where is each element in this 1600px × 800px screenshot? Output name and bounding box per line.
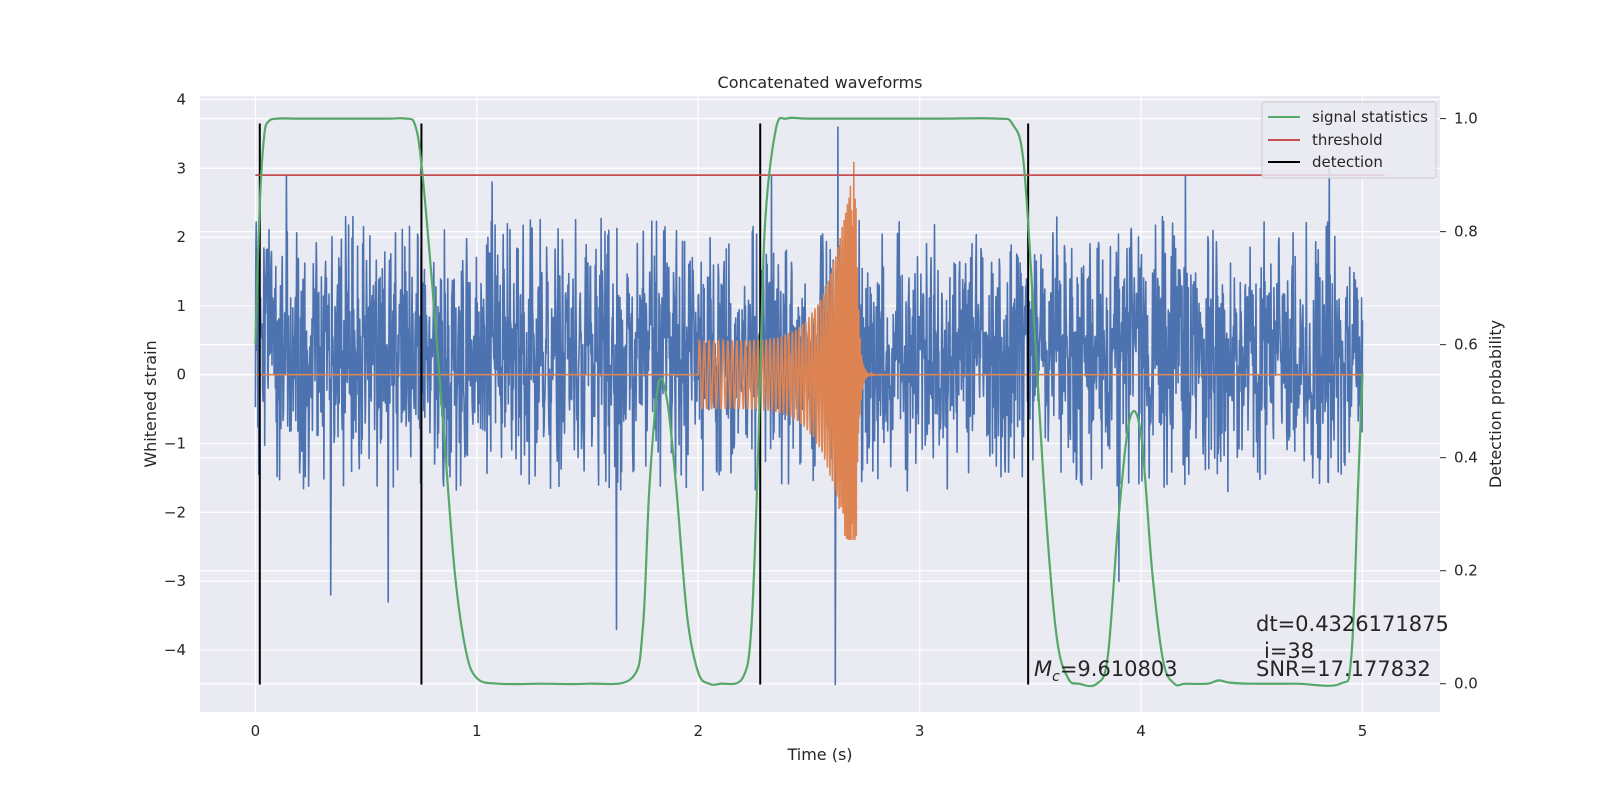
x-tick-label: 1 [472, 722, 482, 740]
x-tick-label: 2 [693, 722, 703, 740]
legend-box [1261, 101, 1437, 179]
x-tick-label: 5 [1358, 722, 1368, 740]
y-left-tick-label: 2 [176, 228, 186, 246]
annotations: Mc=9.610803 dt=0.4326171875 i=38 SNR=17.… [1034, 612, 1449, 685]
index-annotation: i=38 [1264, 639, 1314, 663]
chirp-mass-annotation: Mc=9.610803 [1034, 657, 1178, 685]
dt-annotation: dt=0.4326171875 [1256, 612, 1449, 636]
legend-label-signal: signal statistics [1312, 108, 1428, 126]
y-left-tick-label: 1 [176, 297, 186, 315]
chirp-mass-symbol: M [1034, 657, 1052, 681]
x-tick-label: 0 [251, 722, 261, 740]
x-axis-label: Time (s) [786, 745, 852, 764]
y-left-tick-label: 3 [176, 159, 186, 177]
signal-statistics-series [254, 116, 1385, 688]
y-left-tick-label: −1 [164, 435, 186, 453]
y-left-tick-label: −4 [164, 641, 186, 659]
y-axis-label-left: Whitened strain [141, 340, 160, 467]
chirp-mass-value: =9.610803 [1060, 657, 1178, 681]
axis-ticks: 0 1 2 3 4 5 4 3 2 1 0 −1 −2 −3 −4 1.0 0.8 0.6 0.4 0.2 0.0 [164, 90, 1478, 740]
legend: signal statistics threshold detection [1261, 101, 1437, 179]
y-left-tick-label: −3 [164, 572, 186, 590]
chirp-mass-subscript: c [1052, 669, 1060, 685]
legend-label-threshold: threshold [1312, 131, 1383, 149]
y-right-tick-label: 0.6 [1454, 336, 1478, 354]
y-right-tick-label: 0.0 [1454, 675, 1478, 693]
chart-title: Concatenated waveforms [718, 73, 923, 92]
x-tick-label: 3 [915, 722, 925, 740]
signal-statistics-line [254, 116, 1364, 688]
x-tick-label: 4 [1136, 722, 1146, 740]
y-right-tick-label: 0.8 [1454, 223, 1478, 241]
legend-label-detection: detection [1312, 153, 1383, 171]
y-axis-label-right: Detection probability [1486, 320, 1505, 488]
snr-annotation: SNR=17.177832 [1256, 657, 1431, 681]
y-left-tick-label: 4 [176, 90, 186, 108]
y-right-tick-label: 1.0 [1454, 110, 1478, 128]
y-left-tick-label: 0 [176, 366, 186, 384]
y-right-tick-label: 0.4 [1454, 449, 1478, 467]
y-right-tick-label: 0.2 [1454, 562, 1478, 580]
y-left-tick-label: −2 [164, 503, 186, 521]
